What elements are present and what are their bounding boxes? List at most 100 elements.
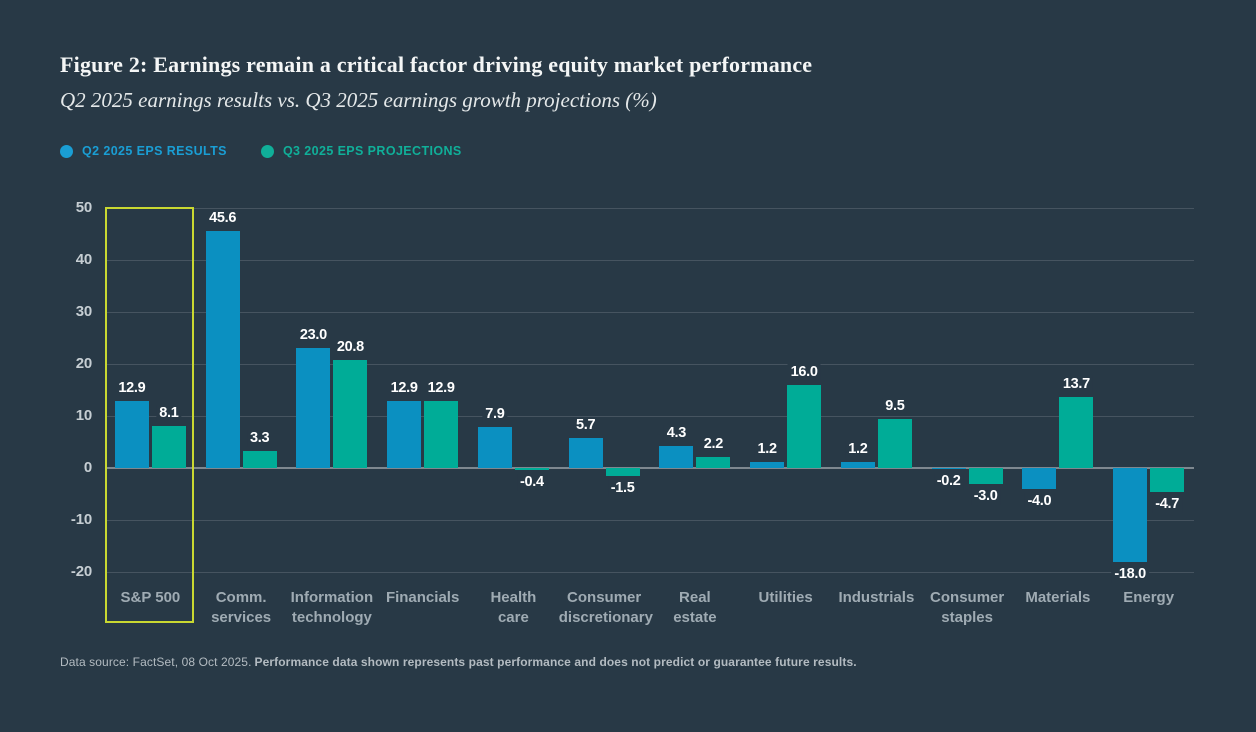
bar-q3-1	[242, 450, 277, 468]
bar-q3-4	[514, 468, 549, 471]
y-axis-tick-50: 50	[75, 199, 92, 216]
category-label-line: technology	[291, 609, 372, 626]
category-label-7: Utilities	[740, 588, 831, 608]
bar-q3-11	[1150, 468, 1185, 493]
value-label-q2-6: 4.3	[663, 424, 690, 442]
data-source-text: Data source: FactSet, 08 Oct 2025.	[60, 655, 252, 669]
value-label-q2-8: 1.2	[845, 440, 871, 458]
bar-q3-8	[877, 418, 912, 468]
legend-label-q3: Q3 2025 EPS PROJECTIONS	[282, 144, 462, 158]
value-label-q2-11: -18.0	[1111, 565, 1149, 583]
value-label-q3-9: -3.0	[970, 487, 1001, 505]
disclaimer-text: Performance data shown represents past p…	[254, 655, 857, 669]
category-label-line: Energy	[1123, 589, 1175, 606]
value-label-q2-1: 45.6	[206, 209, 240, 227]
category-label-10: Materials	[1013, 588, 1104, 608]
category-label-6: Real estate	[650, 588, 741, 628]
legend-swatch-q3-icon	[260, 144, 274, 158]
bar-q3-0	[151, 425, 186, 468]
legend-label-q2: Q2 2025 EPS RESULTS	[82, 144, 227, 158]
value-label-q2-10: -4.0	[1024, 492, 1055, 510]
category-label-2: Information technology	[287, 588, 378, 628]
value-label-q3-5: -1.5	[607, 479, 638, 497]
y-axis-tick-0: 0	[83, 459, 92, 476]
gridline-30	[105, 312, 1194, 313]
category-label-9: Consumer staples	[922, 588, 1013, 628]
y-axis-tick--10: -10	[70, 511, 92, 528]
bar-q2-11	[1113, 468, 1148, 562]
category-label-8: Industrials	[831, 588, 922, 608]
bar-q2-6	[659, 445, 694, 468]
bar-q3-9	[968, 468, 1003, 484]
figure-title: Figure 2: Earnings remain a critical fac…	[60, 52, 813, 77]
category-label-line: Comm.	[215, 589, 267, 606]
value-label-q3-1: 3.3	[246, 429, 273, 447]
bar-q2-7	[750, 461, 785, 468]
y-axis-tick--20: -20	[70, 563, 92, 580]
value-label-q3-7: 16.0	[787, 363, 821, 381]
gridline-10	[105, 416, 1194, 417]
bar-q2-10	[1022, 468, 1057, 489]
category-label-line: estate	[673, 609, 717, 626]
value-label-q3-11: -4.7	[1152, 496, 1183, 514]
legend-item-q3-projections: Q3 2025 EPS PROJECTIONS	[260, 144, 462, 158]
y-axis-tick-20: 20	[75, 355, 92, 372]
chart-legend: Q2 2025 EPS RESULTS Q3 2025 EPS PROJECTI…	[60, 144, 462, 158]
category-label-line: Financials	[385, 589, 460, 606]
value-label-q2-7: 1.2	[754, 440, 780, 458]
bar-q2-3	[387, 400, 422, 468]
category-label-line: S&P 500	[120, 589, 181, 606]
bar-q2-9	[931, 468, 966, 470]
value-label-q3-2: 20.8	[333, 338, 367, 356]
value-label-q2-3: 12.9	[387, 379, 421, 397]
y-axis-tick-40: 40	[75, 251, 92, 268]
bar-q2-5	[568, 438, 603, 468]
gridline-40	[105, 260, 1194, 261]
y-axis-tick-10: 10	[75, 407, 92, 424]
bar-q3-5	[605, 468, 640, 476]
value-label-q3-4: -0.4	[516, 474, 547, 492]
gridline--10	[105, 520, 1194, 521]
bar-q3-2	[333, 359, 368, 468]
category-label-line: Utilities	[758, 589, 813, 606]
value-label-q2-4: 7.9	[482, 405, 508, 423]
gridline-0	[105, 467, 1194, 469]
y-axis-tick-30: 30	[75, 303, 92, 320]
category-label-line: Industrials	[838, 589, 915, 606]
category-label-line: services	[211, 609, 272, 626]
value-label-q3-10: 13.7	[1059, 375, 1093, 393]
highlight-box-sp500	[105, 207, 194, 623]
gridline--20	[105, 572, 1194, 573]
category-label-line: staples	[941, 609, 993, 626]
bar-q3-6	[696, 456, 731, 468]
category-label-0: S&P 500	[105, 588, 196, 608]
category-label-5: Consumer discretionary	[558, 588, 653, 628]
bar-q3-3	[424, 400, 459, 468]
category-label-3: Financials	[377, 588, 468, 608]
value-label-q2-2: 23.0	[296, 327, 330, 345]
bar-q2-2	[296, 348, 331, 468]
gridline-50	[105, 208, 1194, 209]
category-label-line: Consumer	[930, 589, 1005, 606]
legend-swatch-q2-icon	[60, 144, 73, 158]
bar-q2-0	[114, 400, 149, 468]
category-label-line: Materials	[1025, 589, 1091, 606]
figure-subtitle: Q2 2025 earnings results vs. Q3 2025 ear…	[60, 88, 657, 112]
category-label-line: care	[497, 609, 529, 626]
value-label-q3-3: 12.9	[424, 379, 458, 397]
legend-item-q2-results: Q2 2025 EPS RESULTS	[60, 144, 227, 158]
category-label-1: Comm. services	[196, 588, 287, 628]
category-label-line: Information	[290, 589, 374, 606]
category-label-line: discretionary	[558, 609, 653, 626]
value-label-q3-0: 8.1	[156, 404, 182, 422]
bar-q3-10	[1059, 396, 1094, 468]
value-label-q3-8: 9.5	[882, 397, 908, 415]
bar-q3-7	[787, 384, 822, 468]
bar-q2-4	[477, 426, 512, 468]
footer-note: Data source: FactSet, 08 Oct 2025. Perfor…	[60, 655, 857, 669]
value-label-q2-5: 5.7	[572, 417, 599, 435]
category-label-11: Energy	[1103, 588, 1194, 608]
bar-q2-8	[840, 461, 875, 468]
